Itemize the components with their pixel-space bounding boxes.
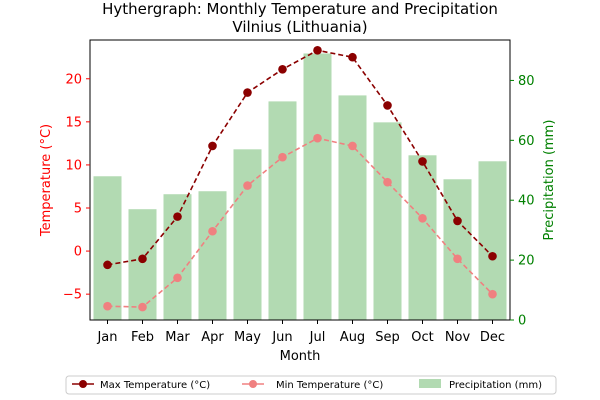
min-temp-point-oct: [418, 214, 427, 223]
legend-min-label: Min Temperature (°C): [276, 380, 383, 391]
max-temp-point-mar: [173, 212, 182, 221]
legend-max-marker: [79, 380, 87, 388]
max-temp-point-nov: [453, 216, 462, 226]
max-temp-point-jun: [278, 64, 287, 74]
right-y-tick-label: 0: [518, 314, 526, 329]
x-tick-label-nov: Nov: [445, 330, 471, 345]
precip-bar-may: [233, 149, 262, 320]
x-tick-label-oct: Oct: [411, 330, 433, 345]
left-y-axis-label: Temperature (°C): [39, 124, 54, 237]
precip-bar-oct: [408, 155, 437, 320]
max-temp-point-oct: [418, 157, 427, 166]
min-temp-point-aug: [348, 141, 357, 151]
precip-bar-jun: [268, 101, 297, 320]
left-y-tick-label: 20: [65, 72, 82, 87]
min-temp-point-may: [243, 181, 252, 190]
precip-bar-sep: [373, 122, 402, 321]
legend-precip-label: Precipitation (mm): [449, 380, 542, 391]
x-axis: Jan Feb Mar Apr May Jun Jul Aug Sep Oct Nov Dec: [96, 320, 505, 345]
precip-bar-jan: [93, 176, 122, 320]
chart-title-line2: Vilnius (Lithuania): [232, 18, 367, 36]
max-temp-point-jan: [103, 260, 112, 270]
max-temp-point-sep: [383, 101, 392, 110]
precip-bar-aug: [338, 95, 367, 321]
x-tick-label-jan: Jan: [96, 330, 117, 345]
min-temp-point-apr: [208, 226, 217, 236]
left-y-tick-label: 10: [65, 158, 82, 173]
legend-min-marker: [249, 380, 257, 388]
temperature-lines: [103, 46, 497, 312]
min-temp-point-sep: [383, 177, 392, 187]
legend-precip-swatch: [419, 379, 441, 388]
min-temp-point-jan: [103, 301, 112, 311]
right-y-tick-label: 40: [518, 194, 535, 209]
min-temp-line: [107, 137, 494, 308]
max-temp-point-may: [243, 88, 252, 97]
x-tick-label-jul: Jul: [309, 330, 326, 345]
left-y-tick-label: 0: [74, 245, 82, 260]
max-temp-point-dec: [488, 251, 497, 261]
precip-bar-nov: [443, 179, 472, 320]
min-temp-point-feb: [138, 302, 147, 312]
right-y-tick-label: 20: [518, 254, 535, 269]
x-tick-label-mar: Mar: [165, 330, 190, 345]
x-tick-label-jun: Jun: [271, 330, 292, 345]
chart-title-line1: Hythergraph: Monthly Temperature and Pre…: [102, 0, 498, 18]
plot-frame: [89, 39, 511, 321]
precip-bar-jul: [303, 53, 332, 320]
max-temp-line: [107, 49, 494, 266]
x-tick-label-apr: Apr: [201, 330, 224, 345]
x-tick-label-dec: Dec: [480, 330, 505, 345]
max-temp-point-jul: [313, 46, 322, 55]
min-temp-point-jul: [313, 133, 322, 143]
x-axis-label: Month: [280, 349, 321, 364]
x-tick-label-feb: Feb: [131, 330, 154, 345]
min-temp-point-dec: [488, 289, 497, 299]
right-y-axis-label: Precipitation (mm): [542, 120, 557, 241]
legend-max-label: Max Temperature (°C): [100, 380, 210, 391]
left-y-axis: −5 0 5 10 15 20: [63, 72, 90, 303]
max-temp-point-apr: [208, 141, 217, 151]
legend: Max Temperature (°C) Min Temperature (°C…: [65, 375, 557, 395]
min-temp-point-jun: [278, 152, 287, 162]
max-temp-point-aug: [348, 52, 357, 62]
precipitation-bars: [93, 53, 507, 321]
left-y-tick-label: −5: [63, 288, 82, 303]
left-y-tick-label: 5: [74, 202, 82, 217]
x-tick-label-may: May: [234, 330, 261, 345]
min-temp-point-mar: [173, 273, 182, 283]
right-y-tick-label: 80: [518, 74, 535, 89]
left-y-tick-label: 15: [65, 115, 82, 130]
x-tick-label-aug: Aug: [340, 330, 365, 345]
right-y-tick-label: 60: [518, 134, 535, 149]
precip-bar-feb: [128, 209, 157, 320]
right-y-axis: 0 20 40 60 80: [510, 74, 535, 329]
x-tick-label-sep: Sep: [375, 330, 400, 345]
max-temp-point-feb: [138, 254, 147, 264]
min-temp-point-nov: [453, 254, 462, 264]
precip-bar-apr: [198, 191, 227, 320]
